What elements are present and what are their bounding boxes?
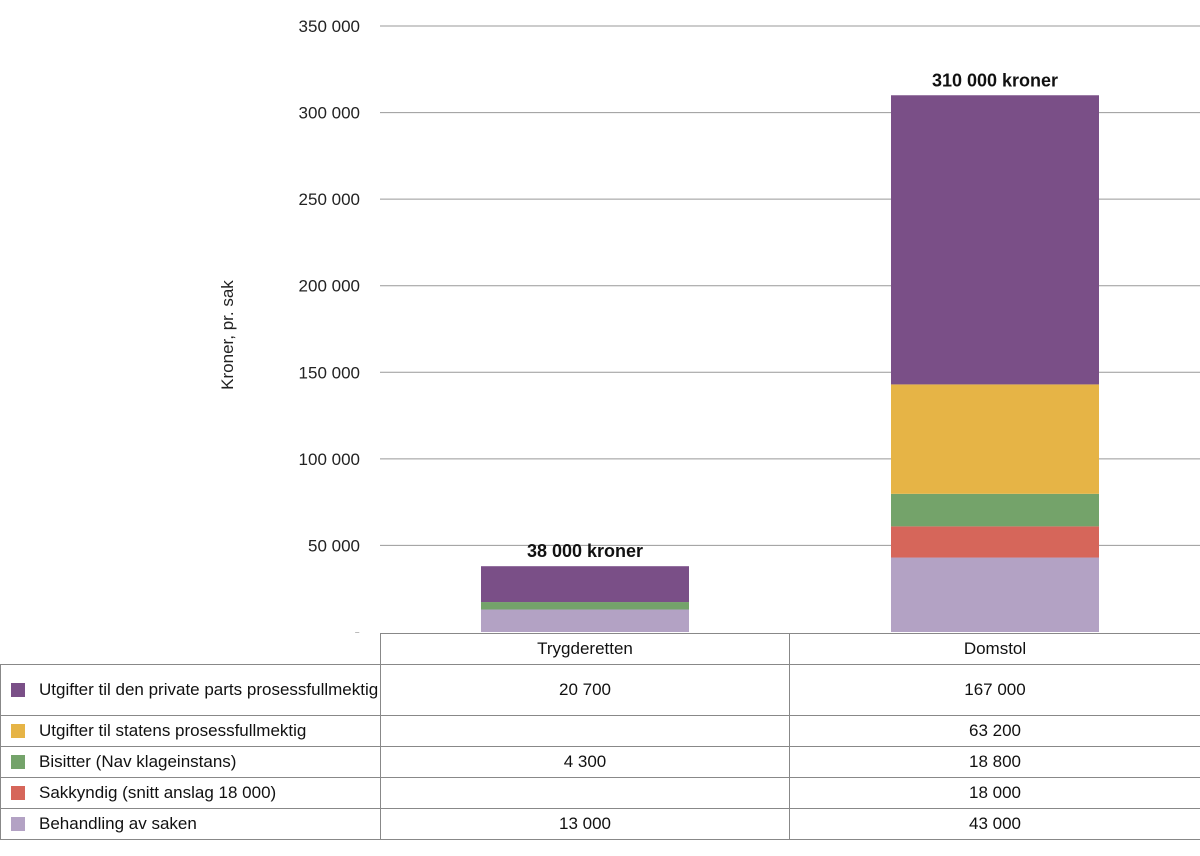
total-labels: 38 000 kroner 310 000 kroner: [527, 70, 1058, 561]
legend-entry: Behandling av saken: [0, 808, 381, 840]
legend-entry: Utgifter til statens prosessfullmektig: [0, 715, 381, 747]
data-table: Trygderetten Domstol Utgifter til den pr…: [0, 633, 1200, 840]
y-tick-label: 300 000: [299, 104, 360, 123]
table-row: Utgifter til den private parts prosessfu…: [0, 664, 1200, 716]
legend-swatch: [11, 683, 25, 697]
bar-segment: [891, 95, 1099, 385]
table-row: Bisitter (Nav klageinstans) 4 300 18 800: [0, 746, 1200, 778]
stacked-bar-chart: - 50 000 100 000 150 000 200 000 250 000 300 0…: [218, 17, 1200, 633]
table-corner: [0, 633, 381, 665]
category-header: Trygderetten: [380, 633, 790, 665]
y-tick-label: 100 000: [299, 450, 360, 469]
table-cell-value: 13 000: [380, 808, 790, 840]
total-label: 38 000 kroner: [527, 541, 643, 561]
category-header: Domstol: [789, 633, 1200, 665]
legend-swatch: [11, 724, 25, 738]
table-header-row: Trygderetten Domstol: [0, 633, 1200, 665]
bar-segment: [891, 557, 1099, 632]
legend-entry: Sakkyndig (snitt anslag 18 000): [0, 777, 381, 809]
table-cell-value: 4 300: [380, 746, 790, 778]
table-cell-value: 20 700: [380, 664, 790, 716]
bar-segment: [891, 526, 1099, 558]
table-row: Sakkyndig (snitt anslag 18 000) 18 000: [0, 777, 1200, 809]
table-cell-value: [380, 777, 790, 809]
gridlines: [380, 25, 1200, 546]
legend-swatch: [11, 786, 25, 800]
y-tick-label: 150 000: [299, 363, 360, 382]
y-tick-label: 50 000: [308, 536, 360, 555]
bar-segment: [891, 493, 1099, 527]
legend-label: Behandling av saken: [39, 814, 197, 833]
legend-entry: Bisitter (Nav klageinstans): [0, 746, 381, 778]
table-row: Utgifter til statens prosessfullmektig 6…: [0, 715, 1200, 747]
bar-segment: [891, 384, 1099, 494]
table-cell-value: 167 000: [789, 664, 1200, 716]
table-cell-value: 18 000: [789, 777, 1200, 809]
y-tick-label: 250 000: [299, 190, 360, 209]
y-tick-label: 200 000: [299, 277, 360, 296]
y-tick-label: 350 000: [299, 17, 360, 36]
table-cell-value: 18 800: [789, 746, 1200, 778]
y-axis-title: Kroner, pr. sak: [218, 280, 237, 390]
legend-label: Sakkyndig (snitt anslag 18 000): [39, 783, 277, 802]
table-cell-value: 43 000: [789, 808, 1200, 840]
bar-segment: [481, 566, 689, 603]
table-row: Behandling av saken 13 000 43 000: [0, 808, 1200, 840]
bar-segment: [481, 602, 689, 610]
legend-swatch: [11, 755, 25, 769]
y-tick-label: -: [354, 623, 360, 633]
legend-swatch: [11, 817, 25, 831]
legend-label: Utgifter til den private parts prosessfu…: [39, 680, 379, 699]
bar-segment: [481, 609, 689, 632]
legend-label: Bisitter (Nav klageinstans): [39, 752, 237, 771]
legend-entry: Utgifter til den private parts prosessfu…: [0, 664, 381, 716]
total-label: 310 000 kroner: [932, 70, 1058, 90]
bars: [481, 95, 1099, 632]
table-cell-value: [380, 715, 790, 747]
y-axis-ticks: - 50 000 100 000 150 000 200 000 250 000 300 0…: [299, 17, 360, 633]
table-cell-value: 63 200: [789, 715, 1200, 747]
legend-label: Utgifter til statens prosessfullmektig: [39, 721, 307, 740]
